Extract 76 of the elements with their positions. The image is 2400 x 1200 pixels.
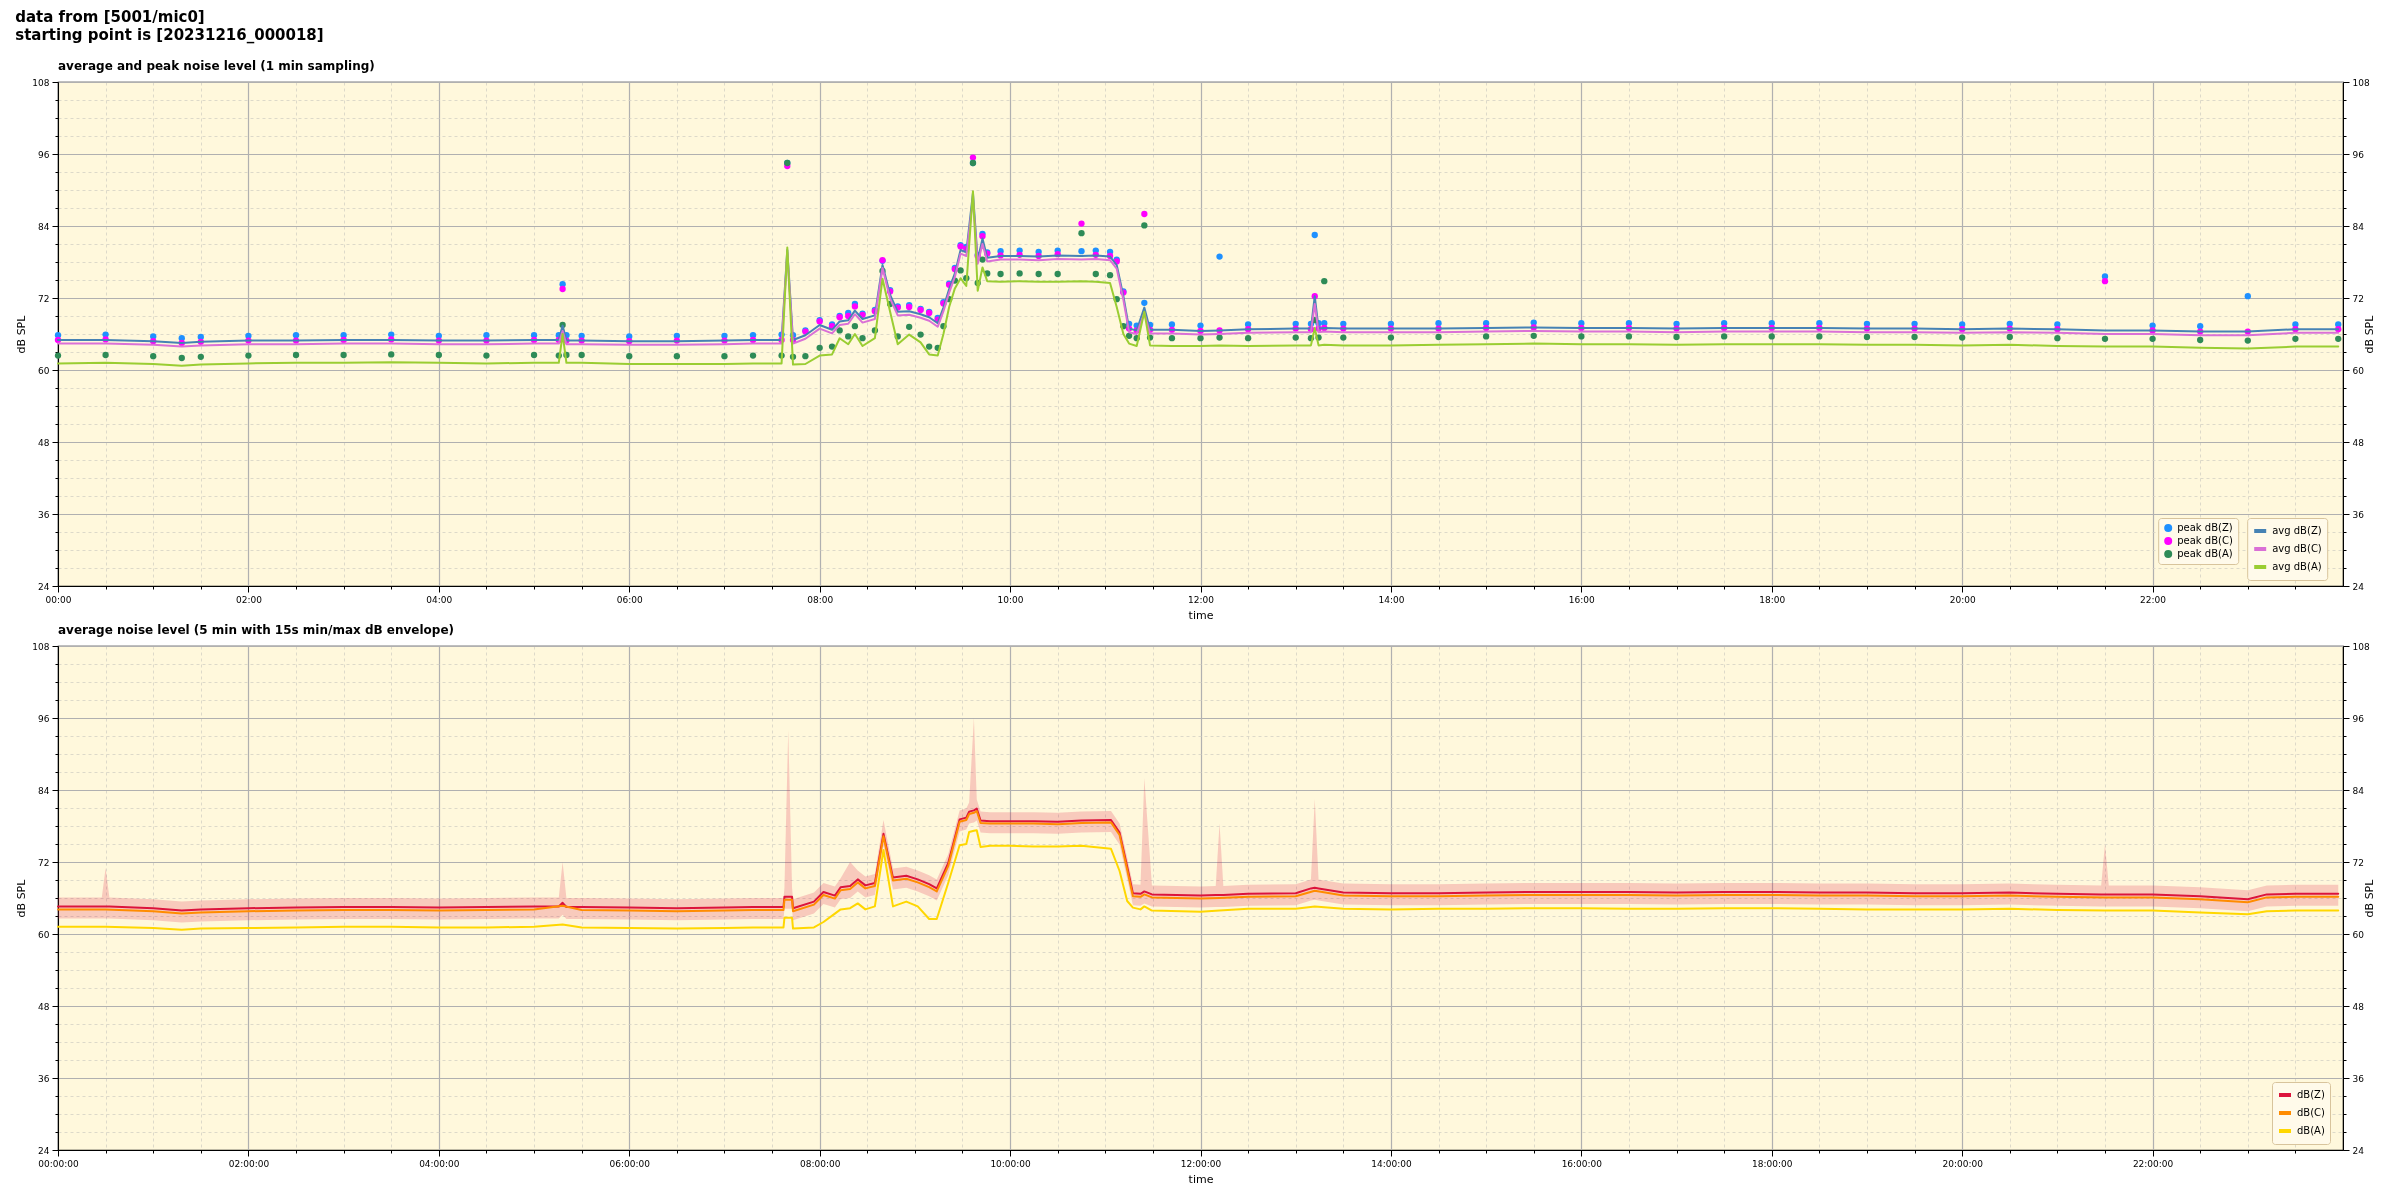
y2-tick-label: 84 bbox=[2352, 221, 2365, 232]
y-tick-label: 96 bbox=[38, 149, 50, 160]
x-tick-label: 20:00 bbox=[1949, 594, 1976, 605]
y2-tick-label: 108 bbox=[2352, 641, 2370, 652]
y2-tick-label: 36 bbox=[2352, 509, 2365, 520]
x-tick-label: 06:00 bbox=[616, 594, 643, 605]
y2-axis-title: dB SPL bbox=[2362, 314, 2376, 354]
x-tick-label: 16:00:00 bbox=[1561, 1158, 1603, 1169]
legend-label: dB(Z) bbox=[2297, 1089, 2325, 1100]
x-tick-label: 20:00:00 bbox=[1942, 1158, 1984, 1169]
text: data from [5001/mic0] bbox=[15, 8, 205, 27]
x-axis-title: time bbox=[1188, 608, 1214, 622]
x-tick-label: 04:00 bbox=[426, 594, 453, 605]
y2-tick-label: 84 bbox=[2352, 785, 2365, 796]
x-tick-label: 00:00:00 bbox=[38, 1158, 79, 1169]
y-tick-label: 36 bbox=[38, 509, 50, 520]
y2-tick-label: 72 bbox=[2352, 857, 2364, 868]
chart-title: average and peak noise level (1 min sampling) bbox=[58, 59, 375, 73]
x-tick-label: 14:00 bbox=[1378, 594, 1405, 605]
legend-label: peak dB(Z) bbox=[2177, 522, 2233, 533]
y2-tick-label: 96 bbox=[2352, 713, 2365, 724]
y2-tick-label: 24 bbox=[2352, 1145, 2365, 1156]
x-tick-label: 02:00:00 bbox=[228, 1158, 270, 1169]
y2-axis-title: dB SPL bbox=[2362, 878, 2376, 918]
y-tick-label: 24 bbox=[38, 1145, 50, 1156]
legend-label: peak dB(A) bbox=[2177, 548, 2233, 559]
y-tick-label: 60 bbox=[38, 929, 50, 940]
x-tick-label: 08:00:00 bbox=[799, 1158, 841, 1169]
y2-tick-label: 96 bbox=[2352, 149, 2365, 160]
y-tick-label: 84 bbox=[38, 221, 50, 232]
y2-tick-label: 60 bbox=[2352, 929, 2365, 940]
text: starting point is [20231216_000018] bbox=[15, 26, 324, 45]
x-tick-label: 06:00:00 bbox=[609, 1158, 651, 1169]
x-tick-label: 18:00:00 bbox=[1752, 1158, 1793, 1169]
y-tick-label: 48 bbox=[38, 437, 50, 448]
y-tick-label: 24 bbox=[38, 581, 50, 592]
y-tick-label: 84 bbox=[38, 785, 50, 796]
legend-label: avg dB(Z) bbox=[2272, 525, 2322, 536]
y2-tick-label: 60 bbox=[2352, 365, 2365, 376]
y2-tick-label: 24 bbox=[2352, 581, 2365, 592]
x-tick-label: 04:00:00 bbox=[419, 1158, 460, 1169]
x-tick-label: 22:00:00 bbox=[2132, 1158, 2174, 1169]
legend-label: peak dB(C) bbox=[2177, 535, 2233, 546]
chart-title: average noise level (5 min with 15s min/max dB envelope) bbox=[58, 623, 455, 637]
y-tick-label: 108 bbox=[32, 77, 50, 88]
x-tick-label: 10:00:00 bbox=[990, 1158, 1032, 1169]
y-tick-label: 72 bbox=[38, 293, 50, 304]
y2-tick-label: 36 bbox=[2352, 1073, 2365, 1084]
legend-label: dB(C) bbox=[2297, 1107, 2326, 1118]
x-tick-label: 22:00 bbox=[2140, 594, 2167, 605]
y-tick-label: 72 bbox=[38, 857, 50, 868]
x-tick-label: 00:00 bbox=[45, 594, 72, 605]
line-series bbox=[57, 829, 2340, 931]
x-tick-label: 08:00 bbox=[807, 594, 834, 605]
x-axis-title: time bbox=[1188, 1172, 1214, 1186]
y-tick-label: 96 bbox=[38, 713, 50, 724]
y2-tick-label: 108 bbox=[2352, 77, 2370, 88]
legend-label: avg dB(C) bbox=[2272, 543, 2322, 554]
y-axis-title: dB SPL bbox=[15, 878, 29, 918]
x-tick-label: 12:00:00 bbox=[1180, 1158, 1222, 1169]
x-tick-label: 18:00 bbox=[1759, 594, 1786, 605]
x-tick-label: 02:00 bbox=[235, 594, 263, 605]
x-tick-label: 12:00 bbox=[1188, 594, 1215, 605]
x-tick-label: 16:00 bbox=[1568, 594, 1596, 605]
x-tick-label: 10:00 bbox=[997, 594, 1024, 605]
y-tick-label: 36 bbox=[38, 1073, 50, 1084]
x-tick-label: 14:00:00 bbox=[1371, 1158, 1412, 1169]
legend-label: avg dB(A) bbox=[2272, 561, 2322, 572]
y-tick-label: 108 bbox=[32, 641, 50, 652]
y2-tick-label: 48 bbox=[2352, 437, 2365, 448]
y-tick-label: 48 bbox=[38, 1001, 50, 1012]
legend-label: dB(A) bbox=[2297, 1125, 2325, 1136]
y-tick-label: 60 bbox=[38, 365, 50, 376]
y-axis-title: dB SPL bbox=[15, 314, 29, 354]
y2-tick-label: 72 bbox=[2352, 293, 2364, 304]
y2-tick-label: 48 bbox=[2352, 1001, 2365, 1012]
